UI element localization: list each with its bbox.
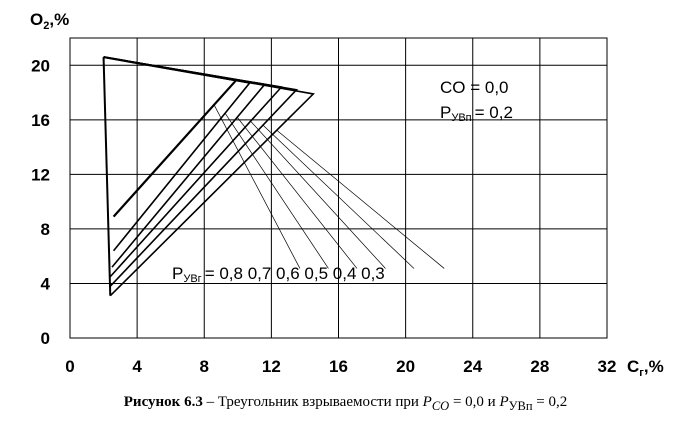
y-tick-label: 20 [31, 56, 50, 75]
y-axis-label: O2,% [30, 10, 69, 32]
leader-line-0-4 [262, 124, 415, 269]
curves-label: PУВг = 0,8 0,7 0,6 0,5 0,4 0,3 [172, 264, 385, 285]
y-tick-label: 12 [31, 165, 50, 184]
leader-line-0-5 [250, 120, 386, 269]
x-tick-label: 32 [598, 357, 617, 376]
leader-line-0-3 [276, 129, 445, 269]
leader-line-0-6 [236, 117, 358, 269]
leader-lines [213, 104, 445, 269]
co-annotation: CO = 0,0 [440, 78, 509, 97]
x-tick-label: 12 [262, 357, 281, 376]
x-tick-label: 24 [463, 357, 482, 376]
grid [69, 37, 608, 339]
x-axis-label: Cг,% [627, 357, 664, 379]
y-tick-label: 8 [41, 220, 50, 239]
x-tick-label: 16 [329, 357, 348, 376]
pyv-annotation: PУВп = 0,2 [440, 103, 513, 124]
triangle-left-edge [102, 57, 112, 296]
series-line-0-7 [103, 56, 252, 252]
x-tick-label: 0 [65, 357, 74, 376]
y-tick-label: 16 [31, 111, 50, 130]
figure-caption: Рисунок 6.3 – Треугольник взрываемости п… [123, 394, 568, 413]
series [102, 56, 315, 297]
series-line-0-8 [103, 56, 239, 218]
x-tick-label: 8 [200, 357, 209, 376]
y-tick-label: 0 [41, 329, 50, 348]
x-tick-label: 20 [396, 357, 415, 376]
series-line-0-6 [103, 56, 267, 268]
y-tick-label: 4 [41, 274, 51, 293]
axes: 0 4 8 12 16 20 24 28 32 0 4 8 12 16 20 [31, 56, 616, 376]
leader-line-0-7 [224, 112, 329, 269]
series-line-0-5 [103, 56, 283, 278]
series-line-0-3 [103, 56, 315, 297]
x-tick-label: 28 [530, 357, 549, 376]
explosion-triangle-chart: 0 4 8 12 16 20 24 28 32 0 4 8 12 16 20 O2,% Cг,% CO = … [30, 10, 664, 379]
leader-line-0-8 [213, 104, 301, 269]
x-tick-label: 4 [132, 357, 142, 376]
